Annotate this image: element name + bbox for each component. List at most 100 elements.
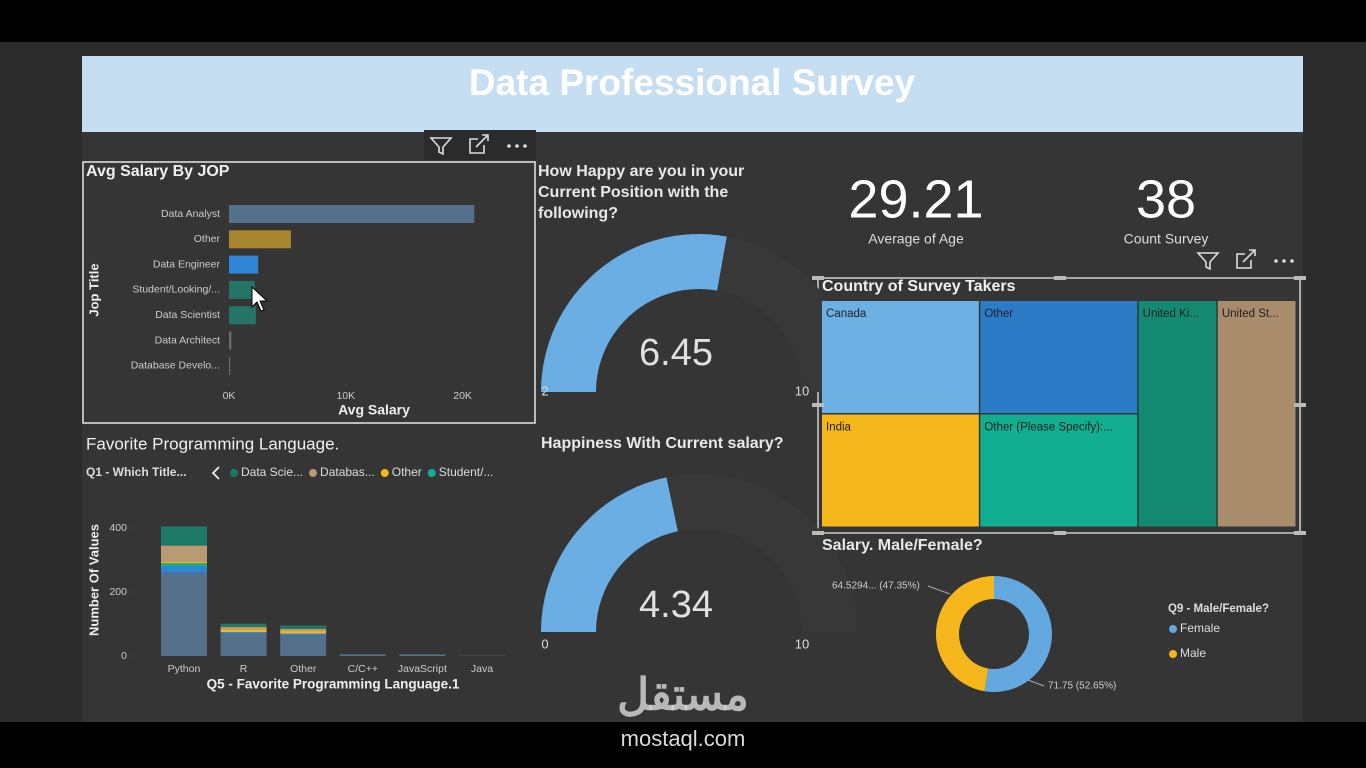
toolbar-bg [424, 130, 536, 160]
bar [229, 356, 231, 375]
more-icon[interactable] [507, 144, 527, 148]
card-label: Count Survey [1124, 231, 1209, 247]
legend-scroll-arrow [211, 466, 220, 480]
selection-handle [1054, 531, 1066, 535]
visual-toolbar[interactable] [1196, 249, 1294, 271]
legend-swatch [230, 469, 238, 477]
selection-handle [812, 276, 824, 280]
x-tick-label: 20K [453, 390, 472, 402]
legend-label: Female [1180, 621, 1220, 635]
x-tick-label: Java [471, 663, 493, 675]
selection-handle [1294, 403, 1306, 407]
legend-label: Student/... [439, 465, 494, 479]
bar-segment [220, 623, 267, 627]
bottom-band [0, 722, 1366, 768]
y-axis-label: Number Of Values [86, 524, 101, 636]
focus-icon[interactable] [1236, 249, 1256, 269]
leader-line [1027, 679, 1045, 687]
bar-segment [161, 561, 207, 564]
donut-slice [935, 576, 994, 692]
legend-label: Data Scie... [241, 465, 303, 479]
bar [229, 306, 256, 325]
bar [229, 331, 232, 350]
treemap-tile [980, 301, 1138, 413]
bar [229, 255, 259, 274]
y-tick-label: Data Scientist [155, 309, 220, 321]
more-icon[interactable] [1274, 259, 1294, 263]
treemap-title: Country of Survey Takers [822, 278, 1016, 295]
bar-segment [280, 633, 327, 636]
mouse-cursor [251, 285, 269, 312]
filter-icon[interactable] [1196, 252, 1220, 271]
x-axis-label: Avg Salary [338, 402, 410, 418]
report-title: Data Professional Survey [469, 62, 916, 103]
leader-line [927, 585, 951, 595]
watermark-logo: مستقل [617, 671, 749, 720]
chart-title: Favorite Programming Language. [86, 434, 339, 453]
donut-data-label: 71.75 (52.65%) [1048, 681, 1116, 692]
bar-segment [161, 526, 207, 546]
treemap-label: India [826, 422, 852, 434]
treemap-label: Canada [826, 308, 867, 320]
gauge-value-arc [541, 477, 678, 632]
legend-swatch [380, 469, 389, 477]
y-tick-label: Data Engineer [153, 258, 221, 270]
gauge-min: 2 [541, 383, 548, 398]
bar-segment [220, 626, 267, 630]
y-tick-label: 0 [121, 650, 127, 662]
selection-handle [1054, 276, 1066, 280]
gauge-value: 6.45 [639, 332, 713, 374]
bar-segment [161, 563, 207, 567]
treemap-tile [1138, 301, 1217, 527]
focus-icon[interactable] [469, 134, 489, 154]
bar-segment [339, 654, 386, 656]
legend-swatch [1169, 650, 1177, 658]
gauge-title: Happiness With Current salary? [541, 435, 784, 452]
x-tick-label: R [240, 663, 248, 675]
gauge-value-arc [541, 233, 727, 392]
treemap-tile [980, 414, 1138, 527]
legend-title: Q1 - Which Title... [86, 465, 186, 479]
chart-title: Avg Salary By JOP [86, 163, 230, 180]
donut-data-label: 64.5294... (47.35%) [832, 581, 920, 592]
filter-icon[interactable] [429, 137, 453, 156]
x-tick-label: C/C++ [348, 663, 378, 675]
selection-handle [1294, 531, 1306, 535]
y-tick-label: 400 [109, 522, 127, 534]
y-tick-label: Data Architect [155, 334, 220, 346]
x-tick-label: Other [290, 663, 317, 675]
y-axis-label: Jop Title [86, 263, 101, 316]
bar-segment [220, 629, 267, 632]
x-tick-label: 0K [223, 390, 236, 402]
selection-handle [812, 403, 824, 407]
legend-label: Databas... [320, 465, 375, 479]
treemap-label: Other (Please Specify):... [984, 422, 1112, 434]
y-tick-label: Other [194, 233, 221, 245]
bar-segment [161, 566, 207, 573]
gauge-min: 0 [541, 636, 548, 651]
legend-label: Other [392, 465, 422, 479]
treemap-tile [1217, 301, 1296, 527]
x-tick-label: Python [168, 663, 201, 675]
legend-swatch [1169, 625, 1177, 633]
visual-toolbar[interactable] [424, 130, 536, 160]
x-tick-label: JavaScript [398, 663, 447, 675]
y-tick-label: Student/Looking/... [132, 284, 220, 296]
y-tick-label: Database Develo... [131, 360, 220, 372]
header-band [82, 56, 1303, 132]
bar-segment [220, 633, 267, 656]
bar [229, 280, 255, 299]
gauge-max: 10 [795, 636, 809, 651]
bar-segment [220, 632, 267, 634]
bar-segment [280, 625, 327, 629]
legend-swatch [427, 469, 436, 477]
treemap-label: United Ki... [1143, 308, 1199, 320]
gauge-title: How Happy are you in your Current Positi… [538, 163, 745, 222]
gauge-max: 10 [795, 383, 809, 398]
card-value: 38 [1136, 169, 1196, 229]
treemap-tile [822, 414, 979, 527]
donut-slice [984, 576, 1052, 692]
legend-swatch [309, 469, 318, 477]
treemap-label: United St... [1222, 308, 1279, 320]
